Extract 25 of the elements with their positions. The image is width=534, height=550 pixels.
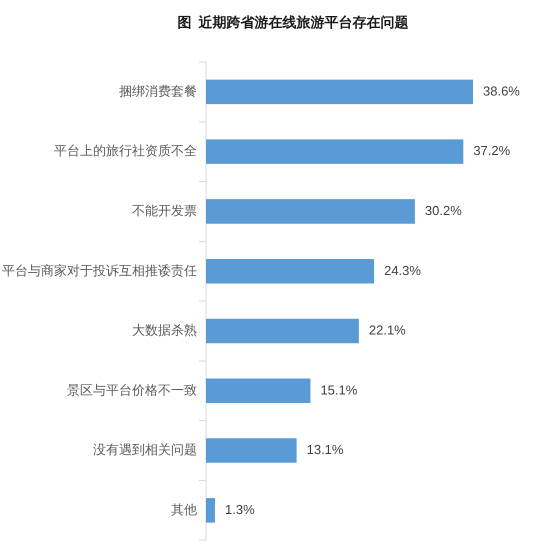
- bar: [206, 498, 215, 523]
- bar: [206, 318, 359, 344]
- data-label: 30.2%: [424, 203, 462, 218]
- y-tick-label: 平台上的旅行社资质不全: [54, 143, 197, 158]
- data-label: 24.3%: [384, 262, 422, 278]
- bar: [206, 258, 374, 284]
- bar: [206, 139, 464, 164]
- y-tick-label: 大数据杀熟: [132, 322, 197, 338]
- data-label: 13.1%: [306, 442, 344, 458]
- data-label: 38.6%: [483, 83, 520, 98]
- y-tick-label: 捆绑消费套餐: [119, 83, 197, 98]
- chart-title: 图 近期跨省游在线旅游平台存在问题: [176, 14, 410, 32]
- bar: [206, 80, 473, 104]
- bar: [206, 378, 310, 404]
- y-tick-label: 平台与商家对于投诉互相推诿责任: [2, 262, 197, 278]
- bar: [206, 199, 415, 224]
- y-tick-label: 没有遇到相关问题: [93, 442, 197, 458]
- y-tick-label: 不能开发票: [132, 203, 197, 218]
- data-label: 15.1%: [320, 382, 358, 398]
- data-label: 1.3%: [224, 502, 256, 517]
- y-tick-label: 其他: [171, 502, 197, 517]
- data-label: 37.2%: [473, 143, 511, 158]
- y-tick-label: 景区与平台价格不一致: [67, 382, 197, 398]
- data-label: 22.1%: [368, 322, 406, 338]
- bar: [206, 438, 297, 463]
